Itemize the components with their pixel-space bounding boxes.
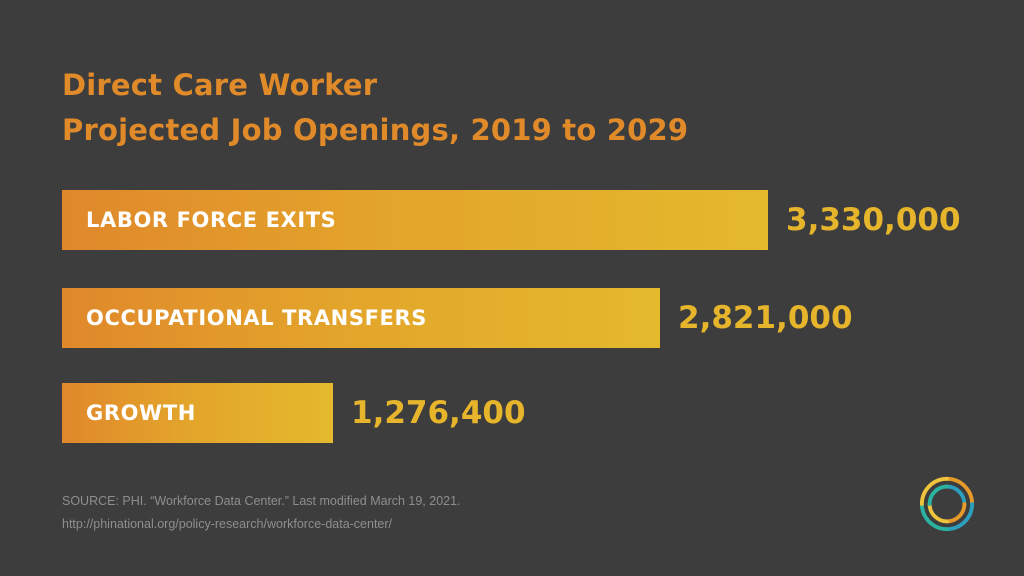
bar-label: OCCUPATIONAL TRANSFERS (86, 306, 427, 330)
bar: OCCUPATIONAL TRANSFERS (62, 288, 660, 348)
phi-circle-logo-icon (919, 476, 975, 532)
bar-label: LABOR FORCE EXITS (86, 208, 337, 232)
source-note: SOURCE: PHI. “Workforce Data Center.” La… (62, 490, 461, 536)
bar-value-label: 1,276,400 (351, 395, 526, 431)
bar-value-label: 3,330,000 (786, 202, 961, 238)
bar: GROWTH (62, 383, 333, 443)
chart-title-line-2: Projected Job Openings, 2019 to 2029 (62, 113, 689, 147)
bar-value-label: 2,821,000 (678, 300, 853, 336)
bar-label: GROWTH (86, 401, 196, 425)
bar: LABOR FORCE EXITS (62, 190, 768, 250)
chart-title-line-1: Direct Care Worker (62, 68, 378, 102)
source-citation: SOURCE: PHI. “Workforce Data Center.” La… (62, 494, 461, 508)
source-url: http://phinational.org/policy-research/w… (62, 517, 393, 531)
